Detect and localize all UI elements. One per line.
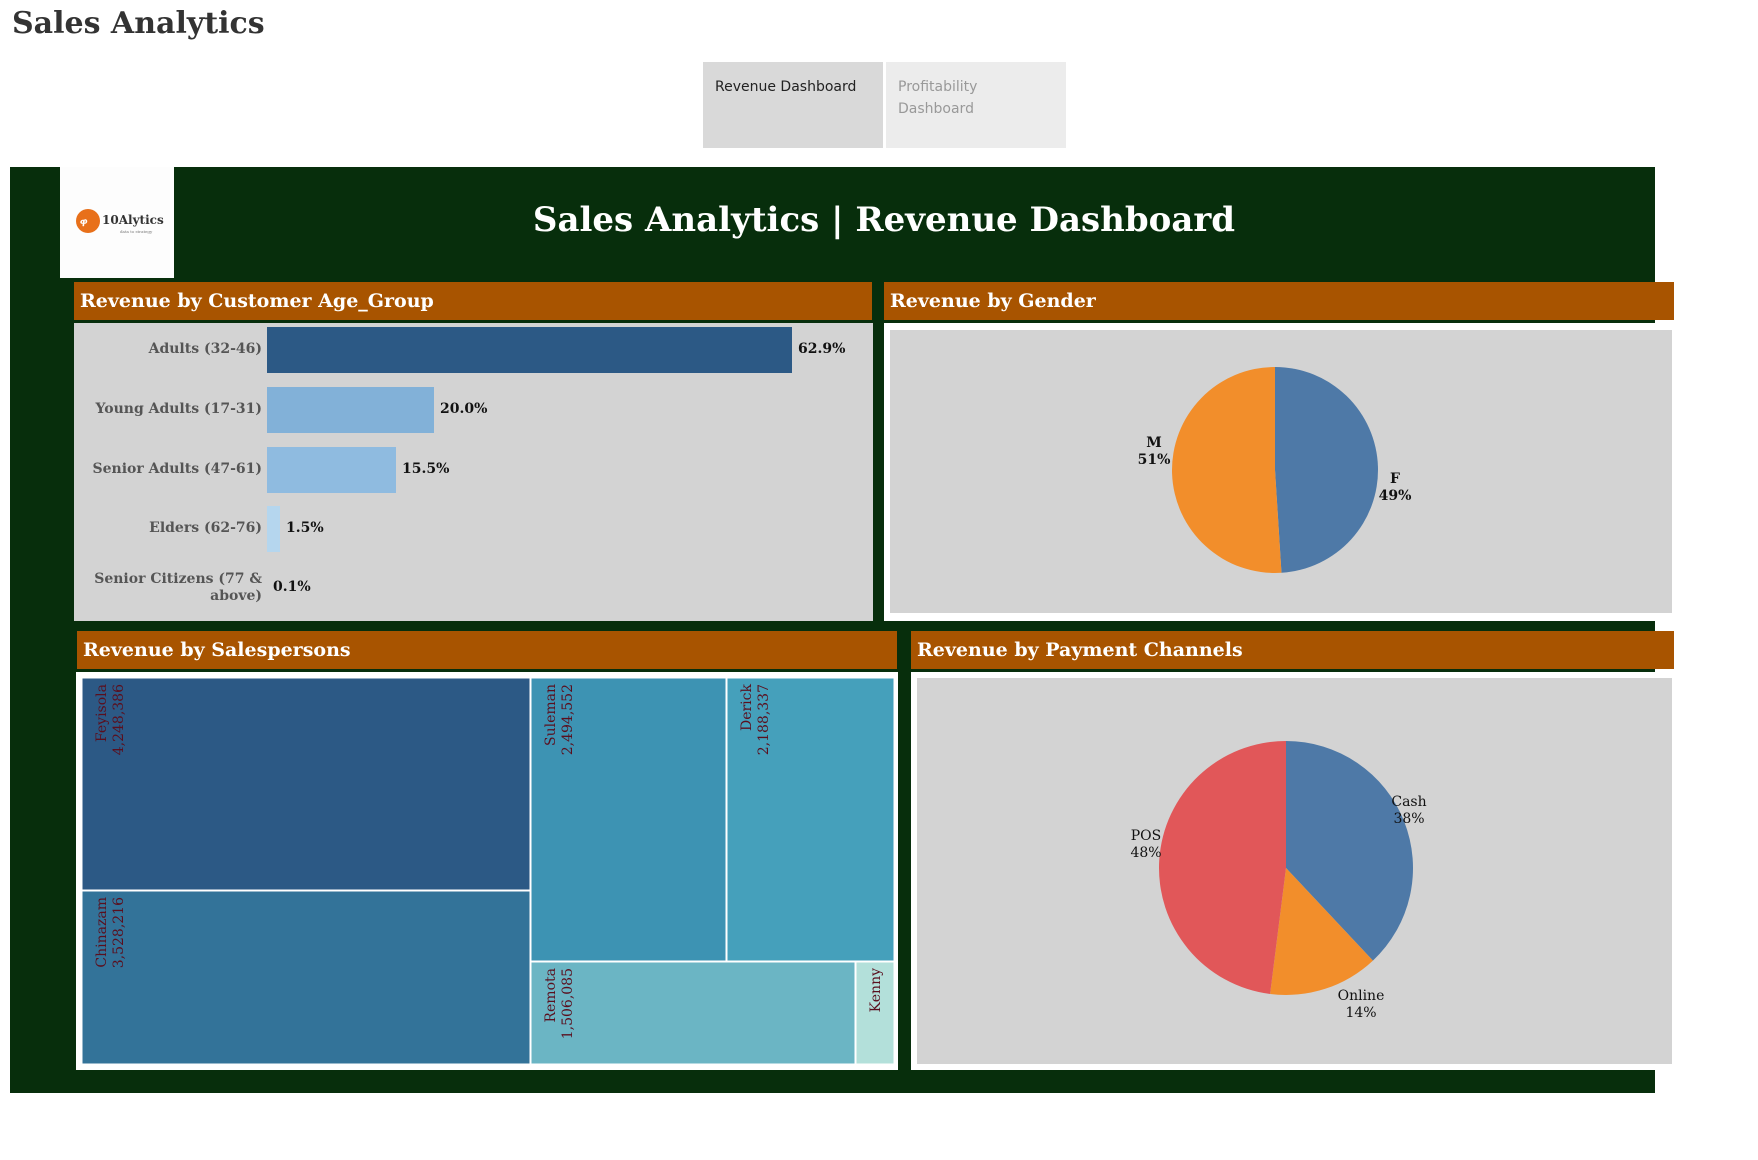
tab-revenue-dashboard[interactable]: Revenue Dashboard bbox=[703, 62, 883, 148]
tab-profitability-dashboard[interactable]: Profitability Dashboard bbox=[886, 62, 1066, 148]
age-group-label: Senior Adults (47-61) bbox=[92, 461, 263, 477]
age-group-label: Young Adults (17-31) bbox=[95, 401, 262, 417]
treemap-name-label: Kenny bbox=[868, 968, 884, 1012]
gender-panel-title: Revenue by Gender bbox=[884, 282, 1674, 320]
pie-label: POS bbox=[1131, 828, 1162, 844]
logo-icon: ዋ 10Alytics data to strategy bbox=[76, 209, 164, 234]
pie-label: Cash bbox=[1391, 794, 1426, 810]
treemap-cell-remota[interactable] bbox=[530, 961, 856, 1064]
pie-slice-f[interactable] bbox=[1275, 367, 1378, 573]
company-logo: ዋ 10Alytics data to strategy bbox=[60, 167, 174, 278]
treemap-value-label: 4,248,386 bbox=[111, 684, 127, 755]
treemap-value-label: 2,188,337 bbox=[756, 684, 772, 755]
pie-percent-label: 38% bbox=[1393, 811, 1424, 827]
pie-slice-cash[interactable] bbox=[1286, 741, 1413, 961]
age-group-bar[interactable] bbox=[267, 387, 434, 433]
age-group-label: Senior Citizens (77 & above) bbox=[94, 571, 262, 604]
svg-text:ዋ: ዋ bbox=[80, 216, 88, 229]
treemap-value-label: 3,528,216 bbox=[111, 897, 127, 968]
payment-panel-title: Revenue by Payment Channels bbox=[911, 631, 1674, 669]
treemap-cell-suleman[interactable] bbox=[530, 678, 727, 962]
pie-label: M bbox=[1146, 435, 1162, 451]
pie-percent-label: 48% bbox=[1130, 845, 1161, 861]
pie-slice-pos[interactable] bbox=[1158, 741, 1286, 994]
age-group-value-label: 15.5% bbox=[402, 461, 450, 477]
gender-pie-chart: F49% M51% bbox=[1138, 367, 1412, 573]
treemap-cell-chinazam[interactable] bbox=[82, 890, 531, 1064]
treemap-cell-feyisola[interactable] bbox=[82, 678, 531, 891]
age-group-bar[interactable] bbox=[267, 327, 792, 373]
pie-label: F bbox=[1390, 471, 1400, 487]
age-group-panel-title: Revenue by Customer Age_Group bbox=[74, 282, 872, 320]
age-group-bar[interactable] bbox=[267, 447, 396, 493]
treemap-name-label: Remota bbox=[543, 968, 559, 1023]
salespersons-panel-title: Revenue by Salespersons bbox=[77, 631, 897, 669]
pie-percent-label: 51% bbox=[1138, 452, 1171, 468]
pie-percent-label: 14% bbox=[1345, 1005, 1376, 1021]
salespersons-treemap: Feyisola 4,248,386 Chinazam 3,528,216 Sulema… bbox=[82, 678, 894, 1064]
age-group-label: Elders (62-76) bbox=[149, 520, 262, 536]
age-group-value-label: 20.0% bbox=[440, 401, 488, 417]
age-group-label: Adults (32-46) bbox=[148, 341, 262, 357]
svg-text:data to strategy: data to strategy bbox=[120, 229, 153, 234]
treemap-name-label: Chinazam bbox=[94, 897, 110, 968]
app-title: Sales Analytics bbox=[12, 6, 265, 41]
age-group-value-label: 0.1% bbox=[273, 579, 311, 595]
pie-label: Online bbox=[1338, 988, 1385, 1004]
treemap-name-label: Feyisola bbox=[94, 684, 110, 742]
age-group-value-label: 1.5% bbox=[286, 520, 324, 536]
treemap-name-label: Derick bbox=[739, 683, 755, 731]
pie-slice-online[interactable] bbox=[1270, 868, 1373, 995]
treemap-value-label: 1,506,085 bbox=[560, 968, 576, 1039]
age-group-bar[interactable] bbox=[267, 506, 280, 552]
treemap-value-label: 2,494,552 bbox=[560, 684, 576, 755]
treemap-cell-kenny[interactable] bbox=[855, 961, 894, 1064]
dashboard-title: Sales Analytics | Revenue Dashboard bbox=[532, 200, 1236, 240]
svg-text:10Alytics: 10Alytics bbox=[102, 213, 164, 227]
pie-percent-label: 49% bbox=[1379, 488, 1412, 504]
treemap-cell-derick[interactable] bbox=[726, 678, 894, 962]
age-group-value-label: 62.9% bbox=[798, 341, 846, 357]
pie-slice-m[interactable] bbox=[1171, 367, 1282, 573]
treemap-name-label: Suleman bbox=[543, 684, 559, 746]
